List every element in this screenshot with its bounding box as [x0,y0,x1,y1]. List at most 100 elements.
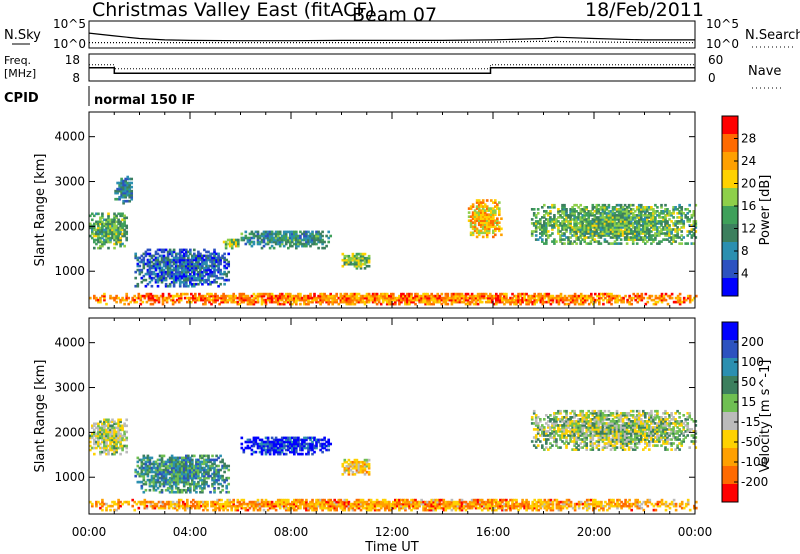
power-echo-cell [583,210,587,213]
power-echo-cell [611,210,615,213]
power-echo-cell [213,262,216,266]
power-echo-cell [599,212,603,215]
power-echo-cell [468,296,472,300]
velocity-echo-cell [193,484,196,488]
power-echo-cell [291,244,294,248]
velocity-echo-cell [345,468,349,472]
power-echo-cell [187,254,190,258]
power-echo-cell [120,195,123,199]
power-echo-cell [343,262,347,266]
power-echo-cell [581,232,585,235]
power-echo-cell [101,216,104,220]
power-echo-cell [268,234,272,238]
power-echo-cell [105,234,108,238]
power-echo-cell [278,292,282,296]
power-echo-cell [573,224,576,227]
power-echo-cell [213,254,216,258]
power-echo-cell [93,294,96,298]
velocity-echo-cell [119,426,122,430]
power-echo-cell [359,267,363,270]
power-echo-cell [424,292,427,296]
velocity-echo-cell [99,430,102,434]
power-echo-cell [493,302,496,306]
power-echo-cell [307,298,310,302]
velocity-echo-cell [105,444,108,448]
power-echo-cell [680,234,684,237]
power-echo-cell [195,276,198,280]
velocity-echo-cell [166,480,170,484]
power-echo-cell [625,206,629,209]
power-echo-cell [282,232,286,236]
power-echo-cell [501,298,504,302]
power-echo-cell [213,252,216,256]
power-echo-cell [276,296,280,300]
power-echo-cell [559,298,563,302]
power-echo-cell [146,264,150,268]
power-echo-cell [353,258,357,262]
power-echo-cell [311,230,314,234]
power-echo-cell [500,217,503,221]
power-echo-cell [270,300,274,304]
power-echo-cell [305,232,308,236]
velocity-echo-cell [353,458,357,462]
power-echo-cell [553,296,557,300]
power-echo-cell [629,216,633,219]
power-echo-cell [293,236,296,240]
power-echo-cell [654,300,658,304]
velocity-echo-cell [539,426,542,429]
power-echo-cell [575,230,578,233]
velocity-echo-cell [113,446,116,450]
power-echo-cell [299,242,302,246]
velocity-echo-cell [252,438,256,442]
power-echo-cell [158,262,162,266]
velocity-echo-cell [305,436,308,440]
velocity-echo-cell [174,484,178,488]
velocity-echo-cell [142,478,146,482]
power-echo-cell [575,224,578,227]
power-echo-cell [97,234,100,238]
power-echo-cell [176,252,180,256]
power-echo-cell [532,224,536,227]
power-echo-cell [672,300,676,304]
power-echo-cell [122,189,125,193]
power-echo-cell [119,230,122,234]
power-echo-cell [375,292,379,296]
power-echo-cell [317,300,320,304]
velocity-echo-cell [532,422,536,425]
power-echo-cell [161,292,165,296]
velocity-echo-cell [89,436,92,440]
power-echo-cell [496,217,499,221]
power-echo-cell [238,292,242,296]
power-echo-cell [563,232,566,235]
power-echo-cell [487,215,491,219]
power-echo-cell [662,216,665,219]
power-echo-cell [103,238,106,242]
power-echo-cell [195,282,198,286]
power-echo-cell [454,300,458,304]
power-echo-cell [174,276,178,280]
velocity-echo-cell [536,416,540,419]
power-echo-cell [533,302,537,306]
power-echo-cell [178,278,182,282]
power-echo-cell [466,302,470,306]
power-echo-cell [646,296,650,300]
power-echo-cell [470,300,474,304]
power-echo-cell [139,296,143,300]
power-echo-cell [347,256,351,260]
power-echo-cell [531,302,535,306]
power-echo-cell [668,218,671,221]
power-echo-cell [553,203,556,207]
velocity-echo-cell [115,434,118,438]
power-echo-cell [422,298,425,302]
power-echo-cell [313,294,316,298]
power-echo-cell [481,217,485,221]
velocity-echo-cell [555,416,558,419]
power-echo-cell [442,298,446,302]
velocity-echo-cell [93,446,96,450]
power-echo-cell [107,234,110,238]
power-echo-cell [617,208,621,211]
velocity-echo-cell [95,432,98,436]
power-echo-cell [189,250,192,254]
velocity-echo-cell [158,458,162,462]
